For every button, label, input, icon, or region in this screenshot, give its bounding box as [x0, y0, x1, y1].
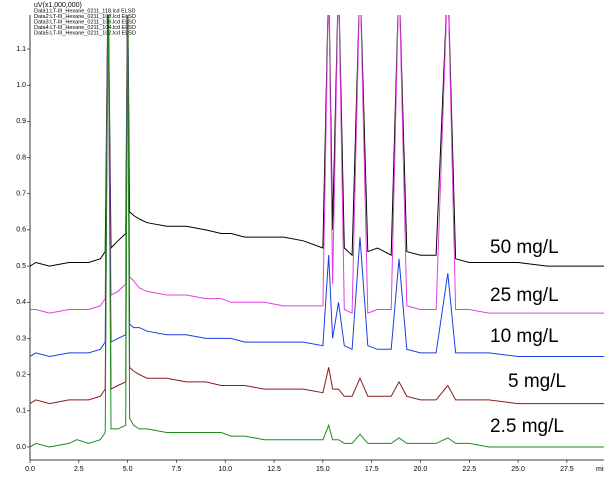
series-line: [30, 15, 604, 314]
plot-area: [30, 15, 604, 448]
x-tick-label: 22.5: [462, 466, 476, 473]
annotation: 50 mg/L: [490, 237, 559, 258]
annotation: 5 mg/L: [508, 371, 566, 392]
x-axis-title: min: [596, 466, 604, 473]
x-tick-label: 25.0: [511, 466, 525, 473]
x-tick-label: 5.0: [123, 466, 133, 473]
y-tick-label: 0.6: [16, 227, 26, 234]
y-tick-label: 1.0: [16, 82, 26, 89]
x-tick-label: 12.5: [267, 466, 281, 473]
y-tick-label: 0.9: [16, 118, 26, 125]
x-tick-label: 2.5: [74, 466, 84, 473]
x-tick-label: 17.5: [365, 466, 379, 473]
legend-entry: Data4:LT-III_Hexane_0211_104.lcd ELSD: [34, 25, 136, 31]
y-tick-label: 0.0: [16, 444, 26, 451]
y-tick-label: 0.7: [16, 191, 26, 198]
y-tick-label: 0.8: [16, 154, 26, 161]
y-tick-label: 0.2: [16, 371, 26, 378]
series-line: [30, 15, 604, 448]
annotation: 25 mg/L: [490, 285, 559, 306]
y-tick-label: 1.1: [16, 46, 26, 53]
y-tick-label: 0.1: [16, 408, 26, 415]
x-tick-label: 20.0: [414, 466, 428, 473]
y-tick-label: 0.5: [16, 263, 26, 270]
x-tick-label: 0.0: [25, 466, 35, 473]
legend-entry: Data3:LT-III_Hexane_0211_106.lcd ELSD: [34, 19, 136, 25]
x-tick-label: 7.5: [172, 466, 182, 473]
annotation: 10 mg/L: [490, 326, 559, 347]
x-tick-label: 27.5: [560, 466, 574, 473]
legend-entry: Data1:LT-III_Hexane_0211_118.lcd ELSD: [34, 8, 136, 14]
legend-entry: Data2:LT-III_Hexane_0211_108.lcd ELSD: [34, 14, 136, 20]
x-tick-label: 15.0: [316, 466, 330, 473]
x-tick-label: 10.0: [218, 466, 232, 473]
series-line: [30, 15, 604, 267]
annotation: 2.5 mg/L: [490, 416, 564, 437]
legend-entry: Data5:LT-III_Hexane_0211_102.lcd ELSD: [34, 30, 136, 36]
y-tick-label: 0.3: [16, 335, 26, 342]
y-tick-label: 0.4: [16, 299, 26, 306]
y-axis-title: uV(x1,000,000): [34, 2, 82, 9]
